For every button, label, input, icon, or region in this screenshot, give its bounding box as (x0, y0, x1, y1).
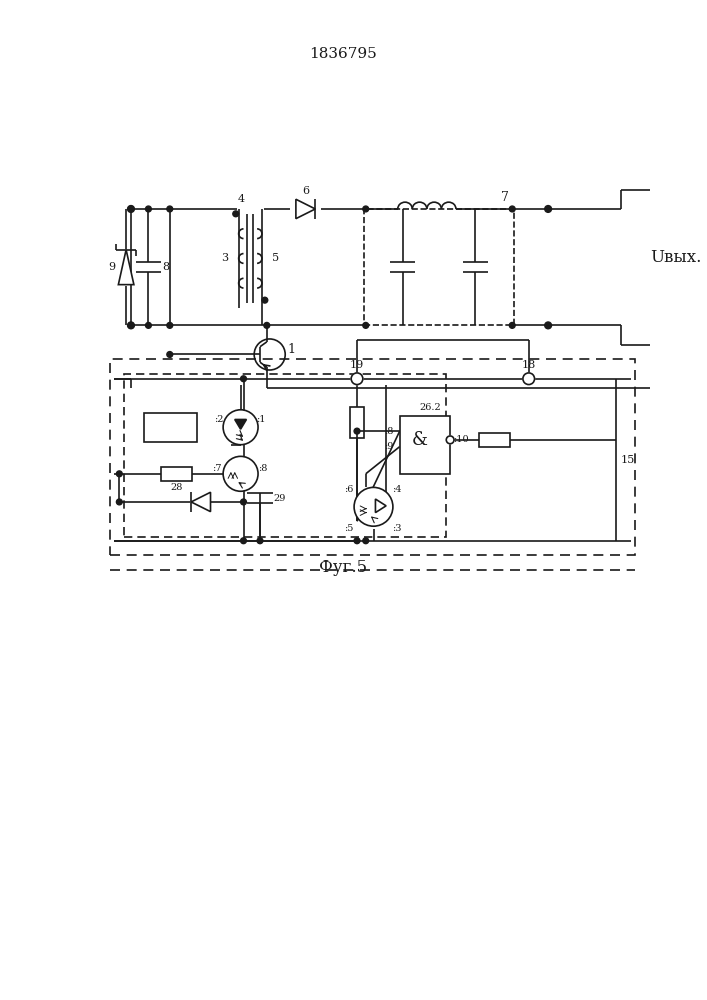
Circle shape (354, 428, 360, 434)
Text: :7: :7 (213, 464, 222, 473)
Polygon shape (375, 499, 386, 513)
Circle shape (509, 322, 515, 328)
Polygon shape (235, 419, 247, 429)
Text: &: & (412, 431, 428, 449)
Bar (144, 413, 197, 442)
Text: 8: 8 (163, 262, 170, 272)
Circle shape (146, 322, 151, 328)
Text: 7: 7 (501, 191, 508, 204)
Text: :3: :3 (393, 524, 402, 533)
Circle shape (167, 322, 173, 328)
Circle shape (354, 538, 360, 544)
Text: 3: 3 (221, 253, 228, 263)
Text: 15: 15 (621, 455, 635, 465)
Circle shape (240, 376, 247, 382)
Circle shape (223, 410, 258, 445)
Circle shape (233, 211, 239, 217)
Bar (364, 209, 514, 325)
Circle shape (363, 538, 368, 544)
Text: 26.2: 26.2 (419, 403, 440, 412)
Circle shape (544, 206, 551, 212)
Circle shape (167, 352, 173, 357)
Bar (124, 374, 446, 537)
Circle shape (117, 499, 122, 505)
Polygon shape (296, 199, 315, 219)
Polygon shape (191, 492, 211, 512)
Circle shape (128, 206, 134, 212)
Text: :1: :1 (257, 415, 267, 424)
Circle shape (128, 322, 134, 328)
Text: :6: :6 (344, 485, 354, 494)
Text: 19: 19 (350, 360, 364, 370)
Circle shape (446, 436, 454, 444)
Circle shape (351, 373, 363, 385)
Circle shape (127, 322, 134, 329)
Text: 6: 6 (302, 186, 309, 196)
Text: :5: :5 (344, 524, 354, 533)
Text: Uвыx.: Uвыx. (650, 249, 701, 266)
Circle shape (240, 499, 247, 505)
Text: 1836795: 1836795 (310, 47, 378, 61)
Text: 9: 9 (108, 262, 115, 272)
Text: :8: :8 (259, 464, 269, 473)
Text: 18: 18 (522, 360, 536, 370)
Text: 29: 29 (273, 494, 286, 503)
Text: Фуг.5: Фуг.5 (320, 559, 368, 576)
Bar (161, 467, 192, 481)
Bar (479, 433, 510, 447)
Text: :10: :10 (454, 435, 469, 444)
Circle shape (264, 322, 269, 328)
Circle shape (523, 373, 534, 385)
Circle shape (363, 322, 368, 328)
Circle shape (240, 538, 247, 544)
Circle shape (544, 322, 551, 329)
Text: 5: 5 (272, 253, 279, 263)
Circle shape (223, 456, 258, 491)
Circle shape (146, 206, 151, 212)
Circle shape (354, 487, 393, 526)
Text: :9: :9 (385, 442, 395, 451)
Bar (399, 416, 450, 474)
Text: :4: :4 (393, 485, 402, 494)
Bar (350, 407, 364, 438)
Circle shape (117, 471, 122, 477)
Bar (110, 359, 636, 555)
Text: :2: :2 (214, 415, 224, 424)
Circle shape (127, 206, 134, 212)
Circle shape (257, 538, 263, 544)
Circle shape (262, 297, 268, 303)
Text: :8: :8 (385, 427, 395, 436)
Polygon shape (118, 250, 134, 285)
Circle shape (167, 206, 173, 212)
Circle shape (363, 206, 368, 212)
Text: 4: 4 (238, 194, 245, 204)
Circle shape (509, 206, 515, 212)
Text: 1: 1 (287, 343, 295, 356)
Text: 28: 28 (170, 483, 182, 492)
